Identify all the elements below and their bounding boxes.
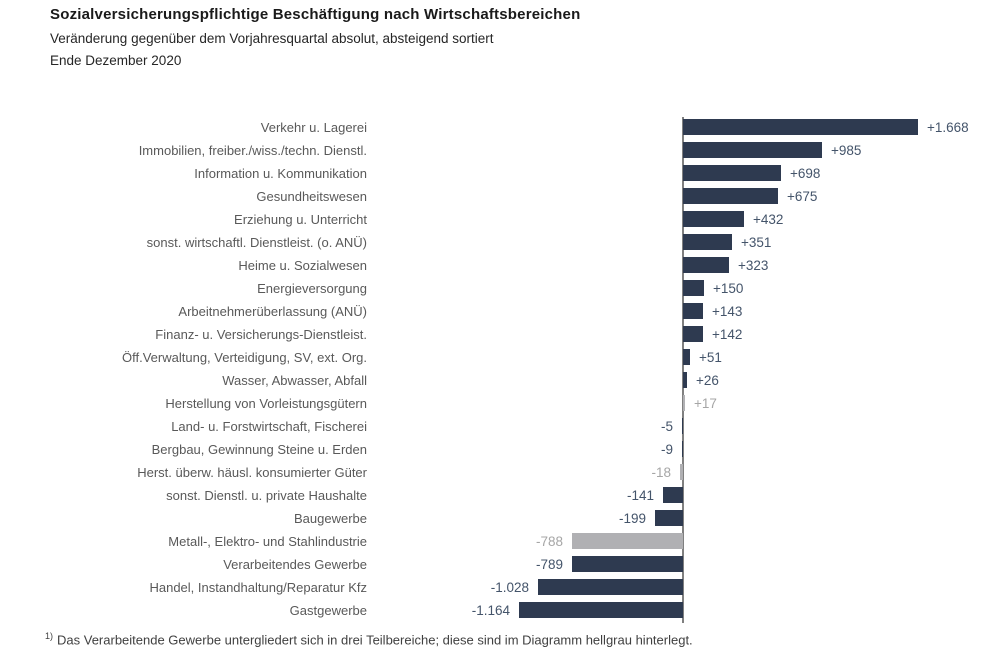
bar-row: Energieversorgung +150 — [0, 277, 1000, 300]
value-label: +323 — [738, 258, 769, 273]
bar — [683, 349, 690, 365]
category-label: Verkehr u. Lagerei — [260, 120, 367, 135]
bar — [683, 326, 703, 342]
category-label: sonst. Dienstl. u. private Haushalte — [166, 488, 367, 503]
chart-date-line: Ende Dezember 2020 — [50, 53, 182, 68]
value-label: +150 — [713, 281, 744, 296]
value-label: +17 — [694, 396, 717, 411]
bar — [538, 579, 683, 595]
value-label: +675 — [787, 189, 818, 204]
bar — [683, 303, 703, 319]
bar — [683, 280, 704, 296]
bar — [655, 510, 683, 526]
bar — [683, 165, 781, 181]
bar-row: Verkehr u. Lagerei +1.668 — [0, 116, 1000, 139]
bar-row: Baugewerbe -199 — [0, 507, 1000, 530]
category-label: Arbeitnehmerüberlassung (ANÜ) — [178, 304, 367, 319]
chart-title: Sozialversicherungspflichtige Beschäftig… — [50, 6, 581, 23]
category-label: Information u. Kommunikation — [194, 166, 367, 181]
bar — [683, 211, 744, 227]
value-label: -788 — [535, 534, 563, 549]
bar-row: Information u. Kommunikation +698 — [0, 162, 1000, 185]
bar-row: Land- u. Forstwirtschaft, Fischerei -5 — [0, 415, 1000, 438]
bar-row: sonst. wirtschaftl. Dienstleist. (o. ANÜ… — [0, 231, 1000, 254]
bar-row: Herst. überw. häusl. konsumierter Güter … — [0, 461, 1000, 484]
bar — [683, 119, 918, 135]
bar — [683, 395, 685, 411]
value-label: -1.028 — [490, 580, 529, 595]
category-label: sonst. wirtschaftl. Dienstleist. (o. ANÜ… — [146, 235, 367, 250]
bar-row: Erziehung u. Unterricht +432 — [0, 208, 1000, 231]
category-label: Energieversorgung — [257, 281, 367, 296]
value-label: +351 — [741, 235, 772, 250]
chart-subtitle: Veränderung gegenüber dem Vorjahresquart… — [50, 31, 494, 46]
bar — [683, 142, 822, 158]
bar-row: Arbeitnehmerüberlassung (ANÜ) +143 — [0, 300, 1000, 323]
bar — [683, 188, 778, 204]
value-label: -5 — [660, 419, 673, 434]
bar — [682, 418, 683, 434]
bar — [572, 533, 683, 549]
footnote-marker: 1) — [45, 631, 54, 641]
bar-row: Öff.Verwaltung, Verteidigung, SV, ext. O… — [0, 346, 1000, 369]
bar-row: Handel, Instandhaltung/Reparatur Kfz -1.… — [0, 576, 1000, 599]
category-label: Baugewerbe — [294, 511, 367, 526]
bar-row: Gesundheitswesen +675 — [0, 185, 1000, 208]
value-label: -9 — [660, 442, 673, 457]
category-label: Handel, Instandhaltung/Reparatur Kfz — [149, 580, 367, 595]
value-label: +432 — [753, 212, 784, 227]
footnote: 1) Das Verarbeitende Gewerbe unterglieder… — [45, 631, 693, 647]
bar — [683, 372, 687, 388]
bar-row: Wasser, Abwasser, Abfall +26 — [0, 369, 1000, 392]
value-label: +1.668 — [927, 120, 969, 135]
bar-row: Bergbau, Gewinnung Steine u. Erden -9 — [0, 438, 1000, 461]
value-label: -141 — [626, 488, 654, 503]
category-label: Finanz- u. Versicherungs-Dienstleist. — [155, 327, 367, 342]
bar-row: Herstellung von Vorleistungsgütern +17 — [0, 392, 1000, 415]
value-label: -199 — [618, 511, 646, 526]
bar — [682, 441, 683, 457]
bar-row: Gastgewerbe -1.164 — [0, 599, 1000, 622]
value-label: +143 — [712, 304, 743, 319]
category-label: Verarbeitendes Gewerbe — [223, 557, 367, 572]
category-label: Gesundheitswesen — [256, 189, 367, 204]
category-label: Immobilien, freiber./wiss./techn. Dienst… — [138, 143, 367, 158]
category-label: Metall-, Elektro- und Stahlindustrie — [168, 534, 367, 549]
category-label: Gastgewerbe — [289, 603, 367, 618]
footnote-text: Das Verarbeitende Gewerbe untergliedert … — [57, 632, 693, 648]
bar — [519, 602, 683, 618]
bar — [683, 257, 729, 273]
bar — [663, 487, 683, 503]
bar-row: Finanz- u. Versicherungs-Dienstleist. +1… — [0, 323, 1000, 346]
value-label: -18 — [651, 465, 671, 480]
category-label: Bergbau, Gewinnung Steine u. Erden — [151, 442, 367, 457]
bar — [683, 234, 732, 250]
category-label: Herst. überw. häusl. konsumierter Güter — [137, 465, 367, 480]
value-label: -789 — [535, 557, 563, 572]
value-label: -1.164 — [471, 603, 510, 618]
bar-chart: Verkehr u. Lagerei +1.668 Immobilien, fr… — [0, 116, 1000, 624]
bar — [572, 556, 683, 572]
category-label: Wasser, Abwasser, Abfall — [222, 373, 367, 388]
value-label: +51 — [699, 350, 722, 365]
category-label: Erziehung u. Unterricht — [234, 212, 367, 227]
bar-row: Verarbeitendes Gewerbe -789 — [0, 553, 1000, 576]
bar-row: Immobilien, freiber./wiss./techn. Dienst… — [0, 139, 1000, 162]
bar — [680, 464, 683, 480]
value-label: +142 — [712, 327, 743, 342]
value-label: +26 — [696, 373, 719, 388]
value-label: +698 — [790, 166, 821, 181]
value-label: +985 — [831, 143, 862, 158]
bar-row: Heime u. Sozialwesen +323 — [0, 254, 1000, 277]
bar-row: Metall-, Elektro- und Stahlindustrie -78… — [0, 530, 1000, 553]
category-label: Herstellung von Vorleistungsgütern — [165, 396, 367, 411]
bar-row: sonst. Dienstl. u. private Haushalte -14… — [0, 484, 1000, 507]
category-label: Öff.Verwaltung, Verteidigung, SV, ext. O… — [122, 350, 367, 365]
category-label: Land- u. Forstwirtschaft, Fischerei — [171, 419, 367, 434]
zero-axis-line — [682, 117, 684, 623]
category-label: Heime u. Sozialwesen — [238, 258, 367, 273]
